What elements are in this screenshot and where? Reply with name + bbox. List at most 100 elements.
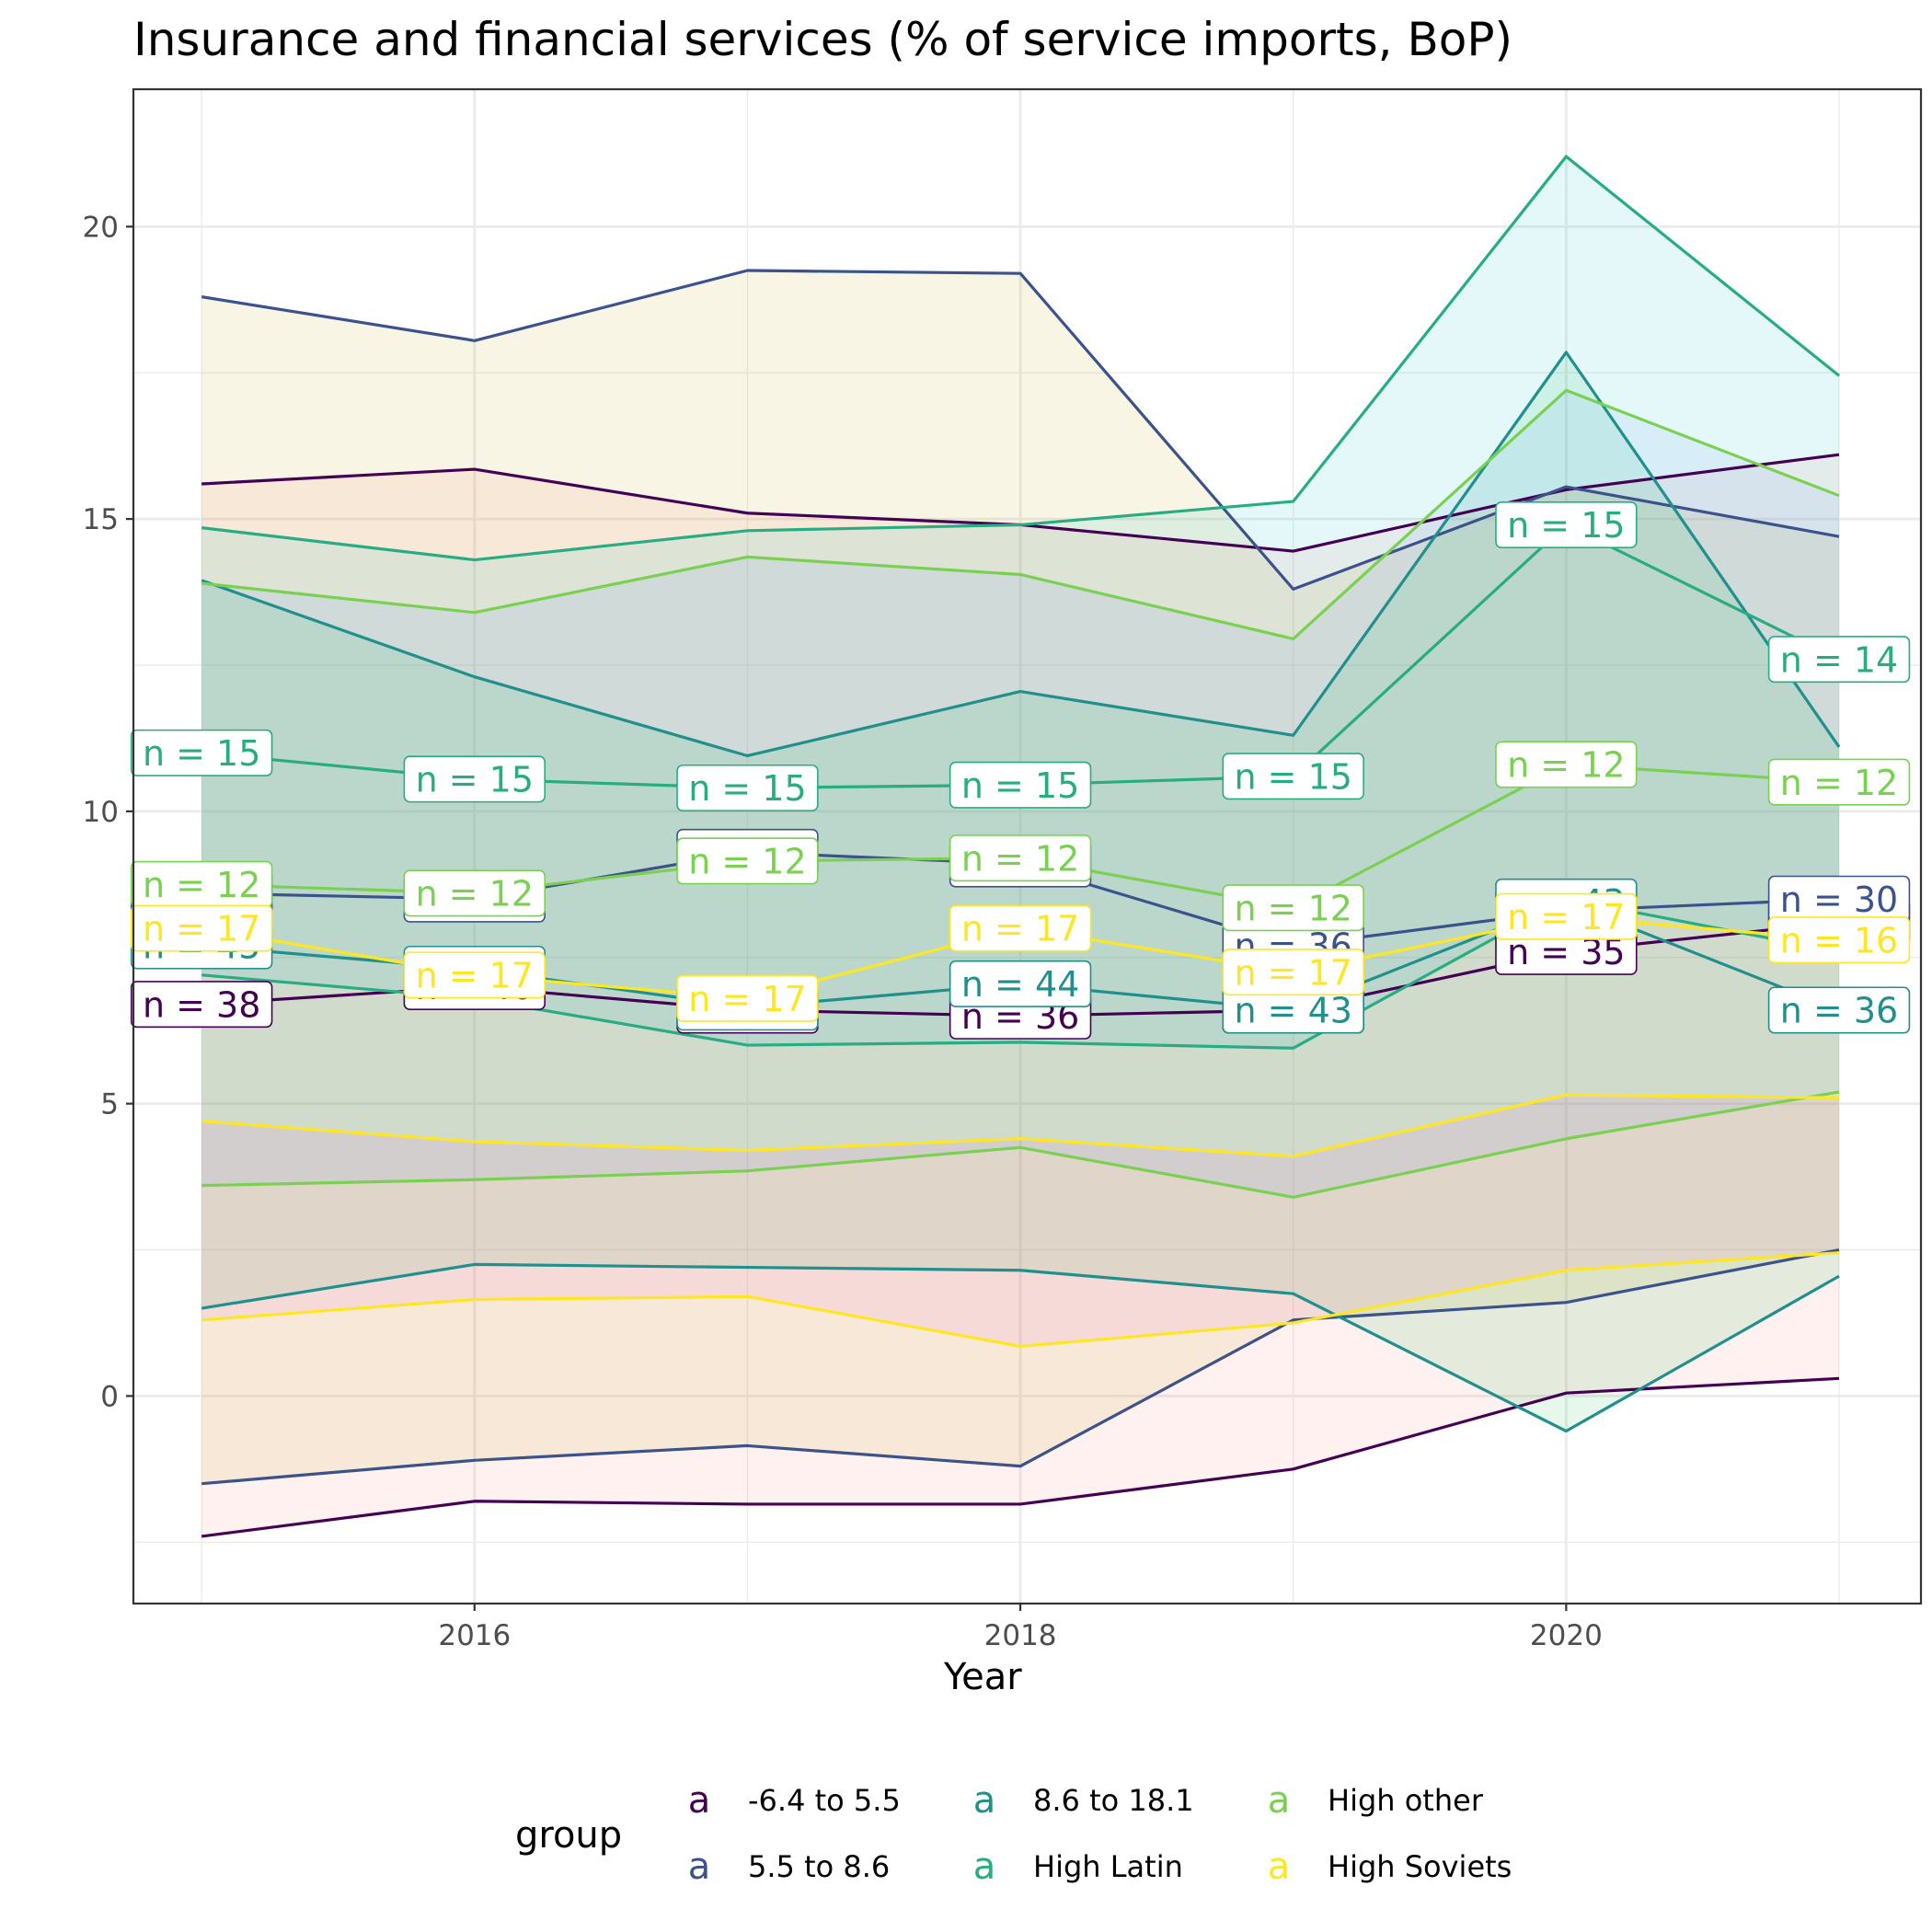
data-label: n = 16: [1767, 916, 1911, 964]
data-label: n = 12: [676, 837, 819, 885]
data-label-box: [949, 761, 1092, 809]
data-label: n = 15: [676, 764, 819, 811]
data-label: n = 17: [130, 904, 273, 952]
data-label: n = 15: [1495, 500, 1638, 548]
data-label-text: n = 43: [1235, 991, 1352, 1031]
data-label-box: [676, 974, 819, 1022]
y-tick-label: 5: [100, 1088, 119, 1121]
data-label: n = 17: [1495, 892, 1638, 940]
legend-label: 5.5 to 8.6: [748, 1849, 891, 1884]
data-label-text: n = 12: [1235, 888, 1352, 928]
data-label-box: [1767, 636, 1911, 684]
data-label-box: [130, 981, 273, 1029]
lower-line--6.4 to 5.5: [201, 1376, 1840, 1538]
data-label: n = 17: [403, 951, 546, 999]
chart-title: Insurance and financial services (% of s…: [133, 13, 1512, 66]
legend-item: a -6.4 to 5.5: [676, 1777, 901, 1823]
data-label-text: n = 44: [961, 964, 1079, 1005]
data-label: n = 12: [1767, 758, 1911, 806]
legend-label: 8.6 to 18.1: [1033, 1783, 1194, 1818]
ribbon-High Soviets: [201, 1095, 1840, 1347]
y-tick-label: 15: [83, 503, 119, 536]
data-label-text: n = 15: [416, 760, 534, 800]
data-label-text: n = 15: [961, 765, 1079, 806]
legend-label: High Soviets: [1328, 1849, 1512, 1884]
legend-key-glyph: a: [687, 1846, 711, 1888]
upper-line-8.6 to 18.1: [201, 351, 1841, 758]
legend-key-glyph: a: [972, 1846, 996, 1888]
legend-item: a High Latin: [961, 1844, 1183, 1890]
upper-line-High Soviets: [201, 1093, 1840, 1158]
data-label: n = 12: [130, 860, 273, 908]
y-tick-label: 20: [83, 211, 119, 244]
legend-item: a 5.5 to 8.6: [676, 1844, 891, 1890]
data-label: n = 17: [949, 904, 1092, 952]
data-label: n = 30: [1767, 875, 1911, 923]
data-label-text: n = 12: [416, 874, 534, 914]
data-label: n = 17: [1222, 949, 1364, 996]
upper-line-High Latin: [201, 155, 1841, 562]
y-tick-label: 10: [83, 796, 119, 829]
data-label-box: [1767, 758, 1911, 806]
data-label: n = 12: [403, 869, 546, 917]
data-label-text: n = 12: [688, 842, 806, 882]
data-label-text: n = 17: [688, 979, 806, 1019]
data-label-box: [1222, 753, 1364, 800]
data-label: n = 43: [1222, 986, 1364, 1034]
data-label: n = 12: [1222, 884, 1364, 932]
data-label: n = 17: [676, 974, 819, 1022]
data-label-text: n = 12: [1780, 763, 1898, 803]
data-label-box: [1222, 949, 1364, 996]
data-label-box: [1495, 892, 1638, 940]
data-label-text: n = 15: [1507, 505, 1625, 546]
data-label-box: [130, 729, 273, 776]
data-label-text: n = 17: [961, 909, 1079, 949]
data-label-text: n = 17: [1235, 952, 1352, 993]
ribbon-8.6 to 18.1: [201, 351, 1840, 1432]
data-label-text: n = 15: [688, 768, 806, 809]
lower-line-High Soviets: [201, 1251, 1840, 1348]
data-label-box: [676, 837, 819, 885]
data-label: n = 15: [130, 729, 273, 776]
data-label-box: [676, 764, 819, 811]
data-label-box: [1767, 916, 1911, 964]
data-label: n = 36: [1767, 986, 1911, 1034]
data-label-text: n = 17: [1507, 897, 1625, 937]
data-label-box: [949, 960, 1092, 1007]
data-label-box: [1495, 741, 1638, 788]
legend-item: a High other: [1256, 1777, 1483, 1823]
axes: 0 5 10 15 20 2016 2018 2020: [83, 87, 1923, 1652]
data-label-box: [1495, 500, 1638, 548]
legend-item: a High Soviets: [1256, 1844, 1512, 1890]
data-label: n = 44: [949, 960, 1092, 1007]
legend-label: -6.4 to 5.5: [748, 1783, 901, 1818]
data-label-box: [130, 904, 273, 952]
data-label-text: n = 38: [143, 984, 260, 1025]
lower-line-8.6 to 18.1: [201, 1262, 1840, 1433]
data-label-box: [403, 869, 546, 917]
x-tick-label: 2020: [1530, 1619, 1603, 1652]
legend-title: group: [515, 1814, 623, 1857]
upper-line-5.5 to 8.6: [201, 269, 1840, 591]
data-label-text: n = 14: [1780, 639, 1898, 680]
data-label: n = 15: [1222, 753, 1364, 800]
data-label-box: [1767, 986, 1911, 1034]
data-label-layer: n = 38n = 40n = 44n = 36n = 40n = 35n = …: [130, 500, 1911, 1040]
data-label-text: n = 12: [143, 865, 260, 905]
data-label: n = 15: [403, 755, 546, 803]
legend-key-glyph: a: [1267, 1779, 1291, 1822]
data-label-text: n = 12: [1507, 745, 1625, 786]
legend-item: a 8.6 to 18.1: [961, 1777, 1194, 1823]
data-label-text: n = 16: [1780, 920, 1898, 960]
legend-key-glyph: a: [1267, 1846, 1291, 1888]
lower-line-5.5 to 8.6: [201, 1248, 1840, 1486]
data-label-box: [949, 834, 1092, 882]
y-tick-label: 0: [100, 1380, 119, 1413]
upper-line-High other: [201, 388, 1840, 640]
data-label-text: n = 15: [143, 733, 260, 774]
data-label-text: n = 12: [961, 838, 1079, 879]
legend-key-glyph: a: [687, 1779, 711, 1822]
data-label-text: n = 15: [1235, 756, 1352, 797]
